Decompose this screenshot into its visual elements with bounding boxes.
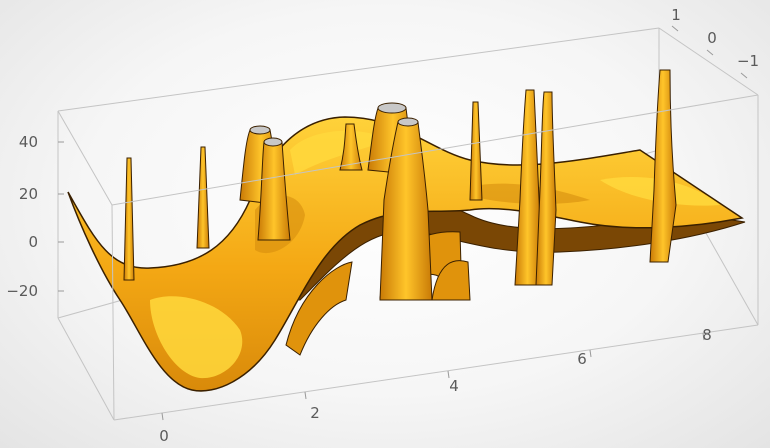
x-axis-tick-marks xyxy=(161,332,705,421)
spike xyxy=(535,91,557,286)
z-tick-label: 0 xyxy=(28,233,38,251)
z-axis-tick-labels: 40 20 0 −20 xyxy=(6,133,38,300)
spike xyxy=(649,69,677,263)
spike xyxy=(196,146,210,249)
y-axis-tick-marks xyxy=(671,25,748,79)
spike xyxy=(123,157,135,281)
spike xyxy=(339,123,363,171)
y-axis-tick-labels: 1 0 −1 xyxy=(671,6,759,70)
z-tick-label: 40 xyxy=(19,133,38,151)
x-tick-label: 4 xyxy=(449,377,459,395)
y-tick-label: 0 xyxy=(707,29,717,47)
x-tick-label: 0 xyxy=(159,427,169,445)
bounding-box-front xyxy=(57,94,759,421)
spike xyxy=(514,89,541,286)
z-tick-label: 20 xyxy=(19,185,38,203)
z-axis-tick-marks xyxy=(58,141,64,292)
surface-highlights xyxy=(150,130,720,379)
z-tick-label: −20 xyxy=(6,282,38,300)
spike-openings xyxy=(249,102,419,147)
x-tick-label: 2 xyxy=(310,404,320,422)
y-tick-label: 1 xyxy=(671,6,681,24)
y-tick-label: −1 xyxy=(737,52,759,70)
x-tick-label: 8 xyxy=(702,326,712,344)
surface-spikes xyxy=(123,69,677,301)
spike xyxy=(469,101,483,201)
x-tick-label: 6 xyxy=(577,350,587,368)
x-axis-tick-labels: 0 2 4 6 8 xyxy=(159,326,712,445)
